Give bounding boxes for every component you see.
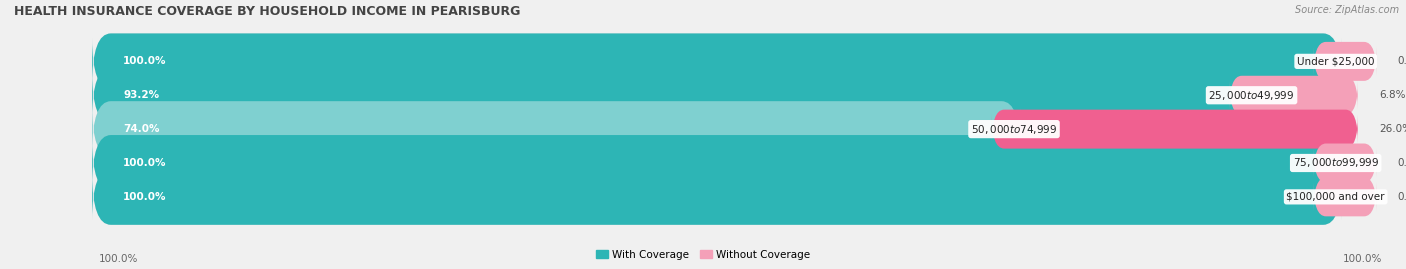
Text: 100.0%: 100.0% <box>124 158 167 168</box>
Text: 6.8%: 6.8% <box>1379 90 1406 100</box>
Text: 100.0%: 100.0% <box>124 56 167 66</box>
FancyBboxPatch shape <box>93 101 1341 157</box>
Text: 93.2%: 93.2% <box>124 90 159 100</box>
Text: 100.0%: 100.0% <box>124 192 167 202</box>
FancyBboxPatch shape <box>93 169 1341 225</box>
Text: $25,000 to $49,999: $25,000 to $49,999 <box>1208 89 1295 102</box>
Text: 0.0%: 0.0% <box>1398 192 1406 202</box>
FancyBboxPatch shape <box>93 101 1021 157</box>
FancyBboxPatch shape <box>93 33 1341 89</box>
FancyBboxPatch shape <box>93 67 1341 123</box>
Legend: With Coverage, Without Coverage: With Coverage, Without Coverage <box>592 245 814 264</box>
Text: 100.0%: 100.0% <box>1343 254 1382 264</box>
FancyBboxPatch shape <box>93 33 1341 89</box>
Text: HEALTH INSURANCE COVERAGE BY HOUSEHOLD INCOME IN PEARISBURG: HEALTH INSURANCE COVERAGE BY HOUSEHOLD I… <box>14 5 520 18</box>
FancyBboxPatch shape <box>93 67 1258 123</box>
FancyBboxPatch shape <box>1229 76 1358 115</box>
Text: 0.0%: 0.0% <box>1398 158 1406 168</box>
Text: 26.0%: 26.0% <box>1379 124 1406 134</box>
Text: $100,000 and over: $100,000 and over <box>1286 192 1385 202</box>
Text: 0.0%: 0.0% <box>1398 56 1406 66</box>
FancyBboxPatch shape <box>93 135 1341 191</box>
FancyBboxPatch shape <box>991 110 1358 148</box>
FancyBboxPatch shape <box>1313 177 1376 216</box>
Text: Under $25,000: Under $25,000 <box>1296 56 1375 66</box>
FancyBboxPatch shape <box>93 135 1341 191</box>
Text: $75,000 to $99,999: $75,000 to $99,999 <box>1292 157 1379 169</box>
FancyBboxPatch shape <box>1313 42 1376 81</box>
FancyBboxPatch shape <box>93 169 1341 225</box>
Text: Source: ZipAtlas.com: Source: ZipAtlas.com <box>1295 5 1399 15</box>
Text: 74.0%: 74.0% <box>124 124 160 134</box>
Text: 100.0%: 100.0% <box>98 254 138 264</box>
FancyBboxPatch shape <box>1313 144 1376 182</box>
Text: $50,000 to $74,999: $50,000 to $74,999 <box>972 123 1057 136</box>
